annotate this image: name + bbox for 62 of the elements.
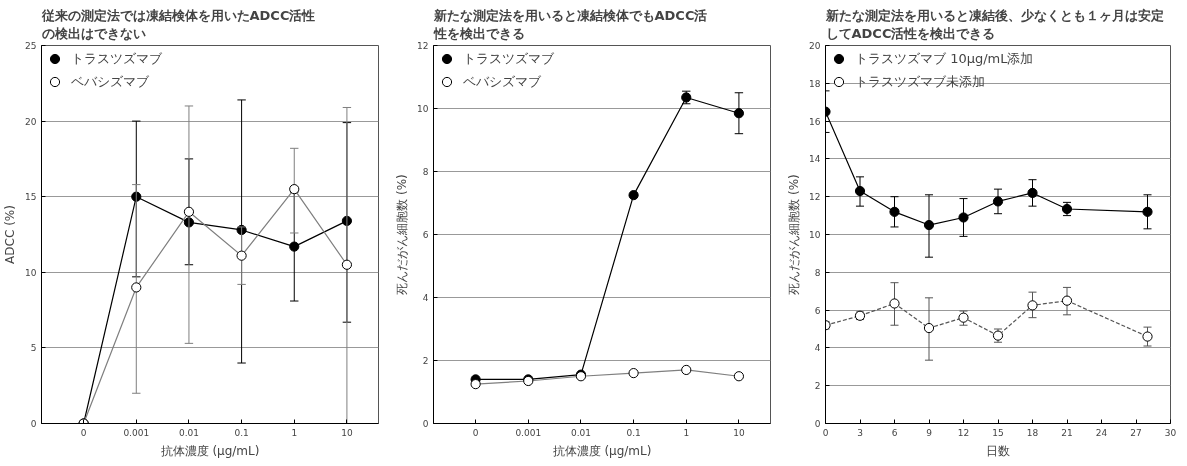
y-tick-label: 14 <box>809 154 821 165</box>
y-tick-label: 20 <box>25 116 37 127</box>
legend-label: トラスツズマブ 10μg/mL添加 <box>855 49 1034 68</box>
x-tick-label: 24 <box>1095 427 1108 438</box>
x-tick-label: 1 <box>291 427 298 438</box>
x-axis-title: 抗体濃度 (μg/mL) <box>552 443 652 458</box>
y-tick-label: 2 <box>422 356 429 366</box>
y-tick-label: 18 <box>809 78 821 89</box>
y-tick-label: 5 <box>30 343 37 354</box>
y-tick-label: 0 <box>422 419 429 429</box>
x-tick-label: 12 <box>957 427 970 438</box>
x-tick-label: 15 <box>992 427 1004 438</box>
chart-title: 新たな測定法を用いると凍結検体でもADCC活性を検出できる <box>432 7 708 41</box>
legend-label: トラスツズマブ <box>71 49 162 68</box>
y-tick-label: 10 <box>25 267 37 278</box>
y-tick-label: 25 <box>25 41 37 51</box>
x-tick-label: 0.001 <box>515 427 542 438</box>
y-tick-label: 4 <box>422 293 429 303</box>
x-axis-title: 日数 <box>986 443 1010 458</box>
x-tick-label: 18 <box>1026 427 1039 438</box>
y-tick-label: 0 <box>30 419 37 429</box>
y-tick-label: 10 <box>417 104 429 114</box>
y-tick-label: 12 <box>809 192 821 203</box>
x-tick-label: 9 <box>926 427 933 438</box>
x-tick-label: 0.01 <box>178 427 199 438</box>
y-tick-label: 16 <box>809 116 821 127</box>
x-tick-label: 30 <box>1164 427 1177 438</box>
y-tick-label: 10 <box>809 230 821 240</box>
y-tick-label: 12 <box>417 41 429 51</box>
y-tick-label: 20 <box>809 41 821 51</box>
y-tick-label: 8 <box>814 267 821 278</box>
x-tick-label: 6 <box>891 427 898 438</box>
x-tick-label: 0 <box>472 427 479 438</box>
x-tick-label: 1 <box>683 427 690 438</box>
y-tick-label: 6 <box>814 305 821 316</box>
y-axis-title: 死んだがん細胞数 (%) <box>395 174 410 295</box>
y-tick-label: 0 <box>814 419 821 429</box>
y-tick-label: 4 <box>814 343 821 354</box>
y-axis-title: ADCC (%) <box>3 205 18 264</box>
y-tick-label: 2 <box>814 381 821 392</box>
x-tick-label: 10 <box>341 427 353 438</box>
x-tick-label: 0 <box>80 427 87 438</box>
y-tick-label: 6 <box>422 230 429 240</box>
x-axis-title: 抗体濃度 (μg/mL) <box>160 443 260 458</box>
chart-title: 従来の測定法では凍結検体を用いたADCC活性の検出はできない <box>40 7 316 41</box>
x-tick-label: 0.001 <box>123 427 150 438</box>
x-tick-label: 0.1 <box>626 427 641 438</box>
x-tick-label: 3 <box>857 427 863 438</box>
y-tick-label: 15 <box>25 192 37 203</box>
x-tick-label: 21 <box>1061 427 1073 438</box>
x-tick-label: 0 <box>822 427 829 438</box>
legend-label: ベバシズマブ <box>463 72 541 91</box>
y-axis-title: 死んだがん細胞数 (%) <box>787 174 802 295</box>
legend-label: トラスツズマブ <box>463 49 554 68</box>
x-tick-label: 27 <box>1130 427 1142 438</box>
chart-title: 新たな測定法を用いると凍結後、少なくとも１ヶ月は安定してADCC活性を検出できる <box>824 7 1164 41</box>
x-tick-label: 10 <box>733 427 745 438</box>
legend-label: ベバシズマブ <box>71 72 149 91</box>
x-tick-label: 0.1 <box>234 427 249 438</box>
legend-label: トラスツズマブ未添加 <box>855 72 985 91</box>
x-tick-label: 0.01 <box>570 427 591 438</box>
y-tick-label: 8 <box>422 167 429 177</box>
